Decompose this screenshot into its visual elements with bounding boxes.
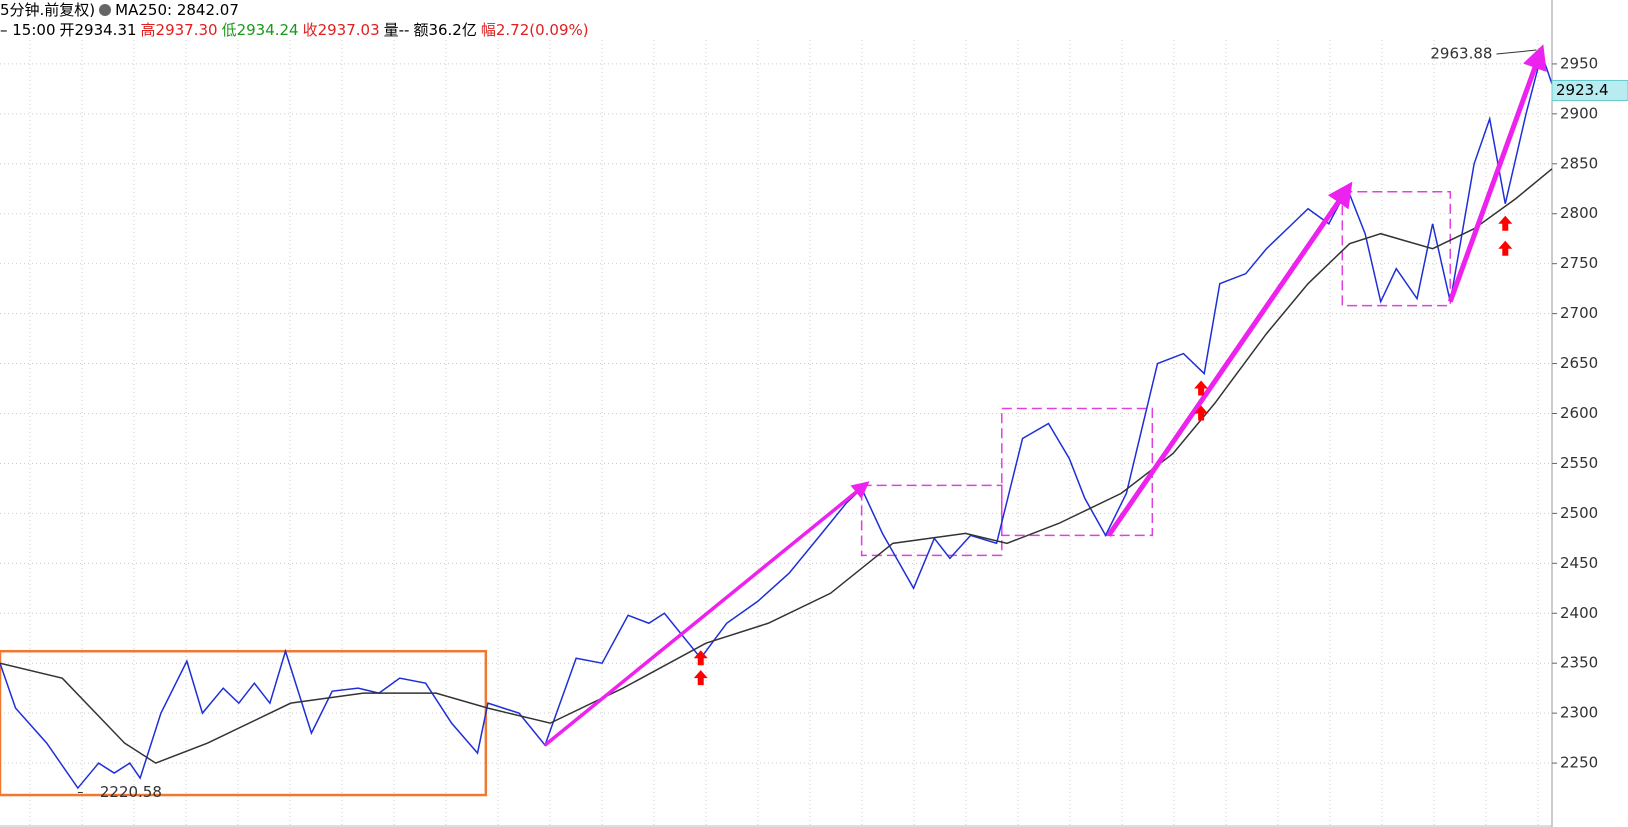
y-tick-label: 2650	[1560, 354, 1598, 372]
y-tick-label: 2300	[1560, 704, 1598, 722]
signal-arrow	[1194, 380, 1209, 396]
y-tick-label: 2700	[1560, 304, 1598, 322]
extreme-label: 2963.88	[1430, 45, 1492, 63]
y-tick-label: 2850	[1560, 154, 1598, 172]
header-item: 量--	[383, 21, 410, 39]
icon	[99, 4, 112, 16]
signal-arrow	[1498, 215, 1513, 231]
trend-arrow	[1447, 44, 1547, 303]
header-item: – 15:00	[0, 21, 56, 39]
last-price-tag	[1551, 79, 1628, 101]
y-tick-label: 2800	[1560, 204, 1598, 222]
header-item: 低2934.24	[221, 21, 299, 39]
y-tick-label: 2500	[1560, 504, 1598, 522]
range-box	[1001, 407, 1154, 537]
header-item: 额36.2亿	[413, 21, 477, 39]
header-item: 高2937.30	[140, 21, 218, 39]
last-price-label: 2923.4	[1556, 81, 1609, 99]
extreme-label: 2220.58	[100, 783, 162, 801]
y-tick-label: 2450	[1560, 554, 1598, 572]
signal-arrow	[1194, 405, 1209, 421]
extreme-pointer	[1496, 49, 1537, 55]
signal-arrow	[1498, 240, 1513, 256]
y-tick-label: 2350	[1560, 654, 1598, 672]
range-box	[1341, 191, 1452, 307]
y-tick-label: 2600	[1560, 404, 1598, 422]
y-tick-label: 2950	[1560, 54, 1598, 72]
series-line	[0, 168, 1553, 764]
header: 5分钟.前复权) MA250: 2842.07 – 15:00 开2934.31 高2…	[0, 0, 589, 40]
header-item: MA250: 2842.07	[115, 1, 239, 19]
signal-arrow	[693, 650, 708, 666]
range-box	[0, 649, 488, 797]
y-tick-label: 2900	[1560, 104, 1598, 122]
header-item: 幅2.72(0.09%)	[480, 21, 589, 39]
header-item: 收2937.03	[302, 21, 380, 39]
header-line: – 15:00 开2934.31 高2937.30 低2934.24 收2937.03 量…	[0, 20, 589, 40]
trend-arrow	[543, 481, 870, 747]
y-tick-label: 2400	[1560, 604, 1598, 622]
header-item: 开2934.31	[59, 21, 137, 39]
trend-arrow	[1106, 181, 1353, 537]
y-tick-label: 2250	[1560, 754, 1598, 772]
header-item: 5分钟.前复权)	[0, 1, 96, 19]
y-tick-label: 2550	[1560, 454, 1598, 472]
header-line: 5分钟.前复权) MA250: 2842.07	[0, 0, 589, 20]
signal-arrow	[693, 670, 708, 686]
y-tick-label: 2750	[1560, 254, 1598, 272]
